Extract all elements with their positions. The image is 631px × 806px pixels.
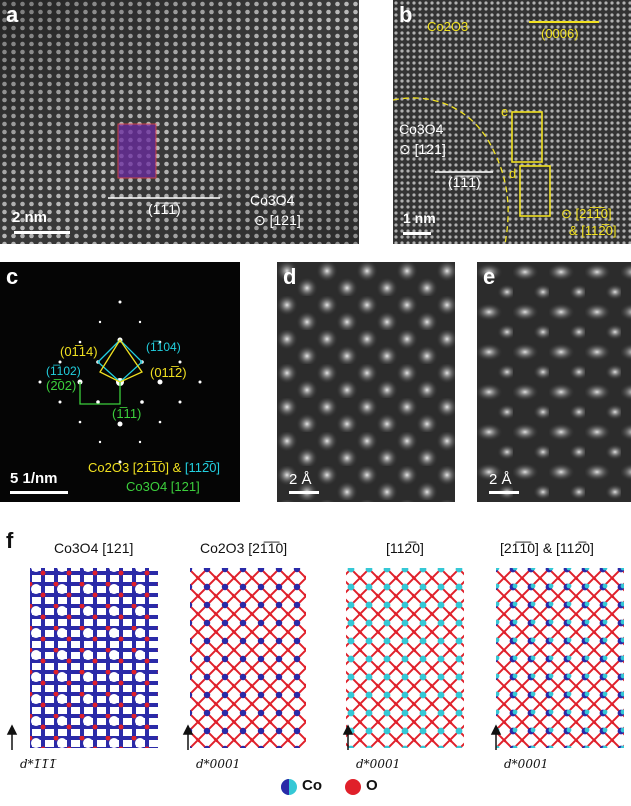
spot-label: (1̅11)	[112, 406, 142, 421]
plane-top-label: (0006)	[541, 26, 579, 41]
panel-e-zoom: e 2 Å	[477, 262, 631, 502]
panel-a-lattice	[0, 0, 359, 244]
spot-label: (011̅2)	[150, 365, 187, 380]
panel-label: a	[6, 2, 19, 27]
scale-bar-label: 1 nm	[403, 210, 436, 226]
scale-bar-label: 2 Å	[489, 471, 512, 488]
phase-label: Co2O3	[427, 19, 469, 34]
panel-label: e	[483, 264, 496, 289]
box-e	[511, 111, 543, 163]
panel-b-stem-image: b Co2O3 (0006) Co3O4 ⊙ [121] (1̅1̅1̅) e …	[393, 0, 631, 244]
o-legend-icon	[345, 779, 361, 795]
model-title-2: Co2O3 [21̅1̅0]	[200, 540, 288, 556]
fft-pattern	[38, 300, 202, 464]
interface-line	[393, 97, 509, 244]
scale-bar-label: 5 1/nm	[10, 470, 58, 487]
scale-bar	[14, 231, 70, 234]
model-1120	[346, 568, 464, 748]
zone-axis-label: ⊙ [121]	[254, 212, 301, 228]
yellow-cell	[99, 338, 143, 383]
axis-arrows	[6, 724, 502, 750]
panel-d-zoom: d 2 Å	[277, 262, 455, 502]
spot-label: (1̅102)	[46, 364, 81, 378]
panel-a-stem-image: a (1̅1̅1̅) Co3O4 ⊙ [121] 2 nm	[0, 0, 359, 244]
scale-bar	[289, 491, 319, 494]
material-label: Co3O4	[250, 192, 295, 208]
caption-co2o3: Co2O3 [21̅1̅0]	[88, 460, 169, 475]
box-d-label: d	[509, 166, 517, 181]
scale-bar	[10, 491, 68, 494]
spot-label: (2̅02)	[46, 378, 77, 393]
caption-zone: [112̅0]	[184, 460, 221, 475]
co-legend-icon	[281, 779, 297, 795]
axis-label-1: d*1̅1̅1̅	[20, 757, 57, 771]
model-title-4: [21̅1̅0] & [112̅0]	[500, 540, 594, 556]
axis-label-2: d*0001	[196, 757, 241, 771]
panel-label: d	[283, 264, 297, 289]
legend-o-label: O	[366, 777, 378, 794]
axis-label-3: d*0001	[356, 757, 401, 771]
overlay-atomic-model	[117, 123, 157, 179]
spot-label: (1̅104)	[146, 340, 181, 354]
panel-e-atoms	[477, 262, 631, 502]
box-e-label: e	[501, 104, 509, 119]
model-co3o4	[30, 568, 158, 748]
model-title-3: [112̅0]	[386, 540, 424, 556]
scale-bar-label: 2 Å	[289, 471, 312, 488]
box-d	[519, 165, 551, 217]
crystal-models	[6, 568, 624, 750]
caption-ampersand: &	[168, 460, 185, 475]
panel-b-lattice	[393, 0, 631, 244]
plane-label: (1̅1̅1̅)	[148, 201, 181, 217]
scale-bar	[489, 491, 519, 494]
panel-label: b	[399, 2, 413, 27]
spot-label: (01̅14)	[60, 344, 98, 359]
zone-axis-label: ⊙ [121]	[399, 141, 446, 157]
model-overlay	[496, 568, 624, 748]
scale-bar	[403, 232, 431, 235]
zone-right-label-1: ⊙ [21̅1̅0]	[561, 206, 612, 221]
model-title-1: Co3O4 [121]	[54, 540, 134, 556]
panel-c-fft: c (01̅14) (1̅104) (1̅102) (011̅2) (2̅02)…	[0, 262, 240, 502]
panel-f-label: f	[6, 528, 14, 553]
model-co2o3	[190, 568, 306, 748]
zone-right-label-2: & [112̅0]	[569, 223, 617, 238]
material-label: Co3O4	[399, 121, 444, 137]
panel-label: c	[6, 264, 19, 289]
fft-caption: Co2O3 [21̅1̅0] & [112̅0]	[88, 460, 220, 475]
axis-label-4: d*0001	[504, 757, 549, 771]
panel-d-atoms	[277, 262, 455, 502]
green-cell	[79, 382, 121, 405]
legend-co-label: Co	[302, 777, 322, 794]
fft-caption-co3o4: Co3O4 [121]	[126, 479, 200, 494]
plane-label: (1̅1̅1̅)	[448, 174, 481, 190]
scale-bar-label: 2 nm	[12, 209, 48, 226]
